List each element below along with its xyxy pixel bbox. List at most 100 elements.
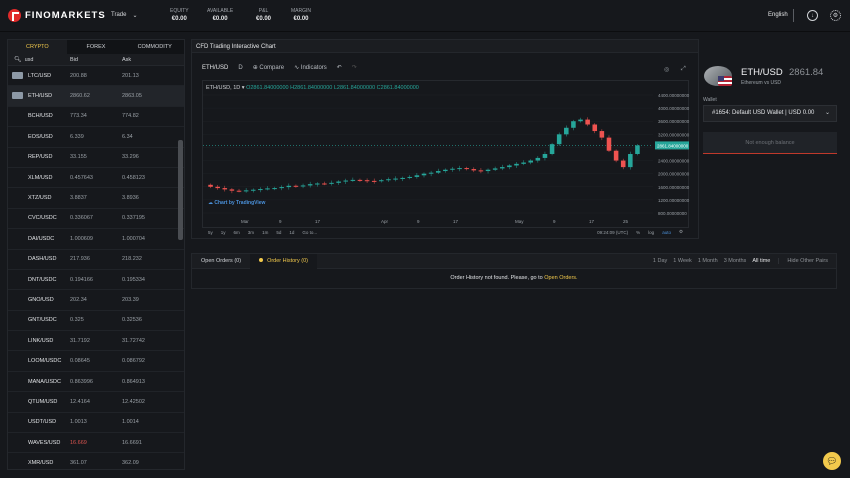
scrollbar[interactable] [178,140,183,240]
market-row[interactable]: MANA/USDC 0.863996 0.864913 [8,372,184,393]
ask-value[interactable]: 203.39 [122,296,139,303]
market-row[interactable]: GNO/USD 202.34 203.39 [8,290,184,311]
ask-value[interactable]: 6.34 [122,133,133,140]
hide-other-pairs-toggle[interactable]: Hide Other Pairs [778,258,836,264]
tradingview-badge[interactable]: ☁ Chart by TradingView [208,200,265,206]
range-1d[interactable]: 1d [289,229,295,235]
indicators-button[interactable]: ∿ Indicators [294,64,327,71]
download-icon[interactable]: ↓ [807,10,818,21]
bid-value[interactable]: 0.08645 [70,358,90,365]
ask-value[interactable]: 774.82 [122,113,139,120]
not-enough-balance-button[interactable]: Not enough balance [703,132,837,154]
bid-value[interactable]: 1.0013 [70,419,87,426]
redo-icon[interactable]: ↷ [351,65,357,71]
log-toggle[interactable]: log [648,229,655,235]
market-row[interactable]: LOOM/USDC 0.08645 0.086792 [8,351,184,372]
compare-button[interactable]: ⊕ Compare [253,64,284,71]
ask-value[interactable]: 3.8936 [122,195,139,202]
ask-value[interactable]: 0.32536 [122,317,142,324]
bid-value[interactable]: 33.155 [70,154,87,161]
market-row[interactable]: DASH/USD 217.936 218.232 [8,250,184,270]
period-1-month[interactable]: 1 Month [697,258,718,264]
bid-value[interactable]: 0.325 [70,317,84,324]
ask-value[interactable]: 218.232 [122,256,142,263]
bid-value[interactable]: 31.7192 [70,337,90,344]
bid-value[interactable]: 3.8837 [70,195,87,202]
trade-menu[interactable]: Trade ⌄ [111,12,137,19]
market-row[interactable]: USDT/USD 1.0013 1.0014 [8,413,184,434]
market-row[interactable]: CVC/USDC 0.336067 0.337195 [8,209,184,230]
period-1-week[interactable]: 1 Week [673,258,692,264]
market-row[interactable]: ETH/USD 2860.62 2863.05 [8,86,184,107]
range-5y[interactable]: 5y [208,229,213,235]
market-row[interactable]: XLM/USD 0.457643 0.458123 [8,168,184,189]
ask-header[interactable]: Ask [122,56,132,63]
bid-value[interactable]: 0.336067 [70,215,93,222]
market-row[interactable]: XMR/USD 361.07 362.09 [8,453,184,468]
ask-value[interactable]: 2863.05 [122,93,142,100]
market-row[interactable]: EOS/USD 6.339 6.34 [8,127,184,148]
market-row[interactable]: XTZ/USD 3.8837 3.8936 [8,188,184,209]
bid-value[interactable]: 200.88 [70,72,87,79]
market-row[interactable]: DNT/USDC 0.194166 0.195334 [8,270,184,291]
undo-icon[interactable]: ↶ [336,65,342,71]
ask-value[interactable]: 1.0014 [122,419,139,426]
bid-value[interactable]: 6.339 [70,133,84,140]
chat-button[interactable]: 💬︎ [823,452,841,470]
ask-value[interactable]: 12.42502 [122,398,145,405]
ask-value[interactable]: 16.6691 [122,439,142,446]
fullscreen-icon[interactable]: ⤢ [681,66,686,72]
tab-crypto[interactable]: CRYPTO [8,40,67,54]
bid-header[interactable]: Bid [70,56,78,63]
screenshot-icon[interactable]: ◎ [664,67,670,73]
ask-value[interactable]: 0.864913 [122,378,145,385]
bid-value[interactable]: 0.863996 [70,378,93,385]
auto-toggle[interactable]: auto [662,229,671,235]
bid-value[interactable]: 202.34 [70,296,87,303]
period-all-time[interactable]: All time [752,258,771,264]
gear-icon[interactable]: ⚙ [830,10,841,21]
ask-value[interactable]: 0.458123 [122,174,145,181]
market-row[interactable]: LINK/USD 31.7192 31.72742 [8,331,184,352]
bid-value[interactable]: 773.34 [70,113,87,120]
bid-value[interactable]: 217.936 [70,256,90,263]
ask-value[interactable]: 362.09 [122,460,139,467]
tab-order-history[interactable]: Order History (0) [250,253,318,269]
range-5d[interactable]: 5d [276,229,282,235]
market-row[interactable]: LTC/USD 200.88 201.13 [8,66,184,87]
tab-commodity[interactable]: COMMODITY [137,44,172,50]
market-row[interactable]: BCH/USD 773.34 774.82 [8,107,184,128]
bid-value[interactable]: 16.669 [70,439,87,446]
percent-toggle[interactable]: % [636,229,641,235]
wallet-select[interactable]: #1654: Default USD Wallet | USD 0.00 ⌄ [703,105,837,122]
period-3-months[interactable]: 3 Months [723,258,747,264]
bid-value[interactable]: 0.457643 [70,174,93,181]
logo[interactable]: FINOMARKETS [8,9,106,22]
ask-value[interactable]: 201.13 [122,72,139,79]
open-orders-link[interactable]: Open Orders. [544,275,578,281]
symbol-selector[interactable]: ETH/USD [202,64,229,71]
bid-value[interactable]: 2860.62 [70,93,90,100]
interval-selector[interactable]: D [238,64,243,71]
ask-value[interactable]: 1.000704 [122,235,145,242]
price-chart[interactable]: 4400.00000000 4000.00000000 3600.00000000 3… [202,80,690,228]
market-row[interactable]: WAVES/USD 16.669 16.6691 [8,433,184,454]
market-row[interactable]: DAI/USDC 1.000609 1.000704 [8,229,184,250]
ask-value[interactable]: 33.296 [122,154,139,161]
language-selector[interactable]: English [768,12,788,18]
market-row[interactable]: QTUM/USD 12.4164 12.42502 [8,392,184,413]
market-row[interactable]: GNT/USDC 0.325 0.32536 [8,311,184,332]
ask-value[interactable]: 0.195334 [122,276,145,283]
range-6m[interactable]: 6m [233,229,240,235]
ask-value[interactable]: 31.72742 [122,337,145,344]
bid-value[interactable]: 361.07 [70,460,87,467]
range-1m[interactable]: 1m [262,229,269,235]
search-input[interactable] [24,56,65,63]
market-row[interactable]: REP/USD 33.155 33.296 [8,148,184,168]
period-1-day[interactable]: 1 Day [652,258,668,264]
ask-value[interactable]: 0.086792 [122,358,145,365]
go-to-button[interactable]: Go to... [302,229,318,235]
chart-settings-icon[interactable]: ⚙ [678,229,683,234]
ask-value[interactable]: 0.337195 [122,215,145,222]
range-3m[interactable]: 3m [247,229,255,235]
